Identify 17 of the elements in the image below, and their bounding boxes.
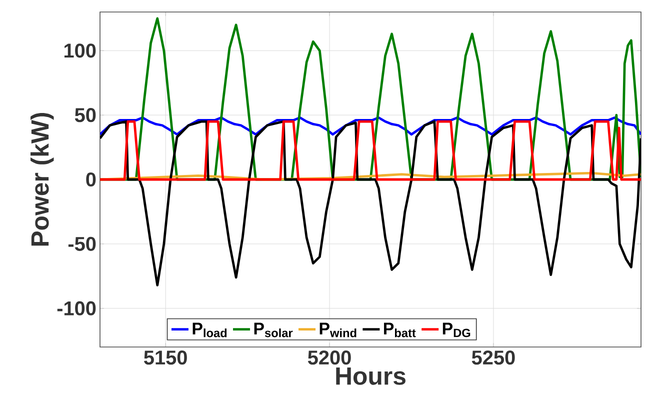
legend-label: P$_{batt}$ [384,322,416,338]
x-tick-label: 5150 [144,350,187,365]
y-tick-label: -100 [57,301,96,316]
legend-label: P$_{wind}$ [320,322,356,338]
y-axis-title: Power (kW) [30,112,54,246]
y-tick-label: 0 [86,172,96,187]
line-series [100,116,642,136]
x-tick-label: 5200 [308,350,351,365]
legend-label: P$_{DG}$ [442,322,470,338]
y-tick-label: -50 [68,236,96,251]
legend-label: P$_{load}$ [192,322,227,338]
x-tick-label: 5250 [472,350,515,365]
x-axis-title: Hours [336,367,406,385]
y-tick-label: 100 [64,44,96,58]
y-tick-label: 50 [74,108,96,122]
line-series [100,120,642,286]
legend-label: P$_{solar}$ [254,322,293,338]
